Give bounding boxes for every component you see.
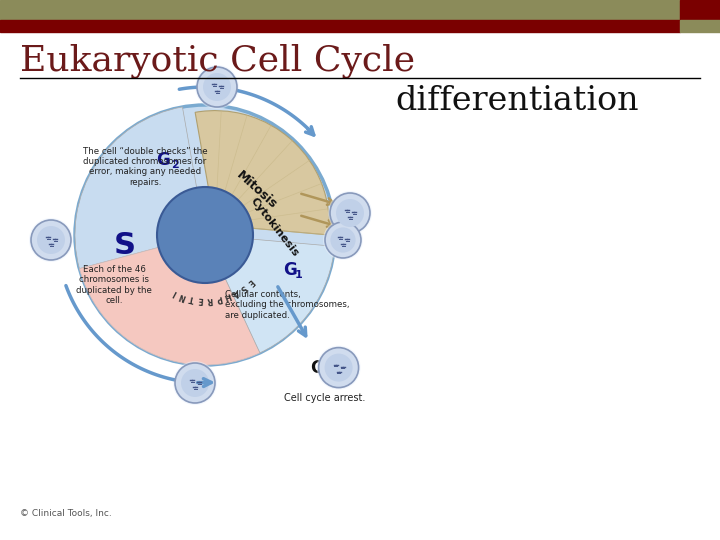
Circle shape: [29, 218, 73, 262]
Circle shape: [317, 346, 361, 389]
Text: differentiation: differentiation: [395, 85, 639, 117]
Text: 2: 2: [171, 160, 179, 170]
Circle shape: [75, 105, 335, 365]
Text: N: N: [179, 291, 187, 301]
Circle shape: [319, 348, 359, 388]
Text: H: H: [222, 291, 232, 301]
Text: A: A: [230, 287, 240, 298]
Text: E: E: [197, 295, 204, 305]
Circle shape: [323, 220, 363, 260]
Circle shape: [330, 193, 370, 233]
Circle shape: [173, 361, 217, 405]
Text: Each of the 46
chromosomes is
duplicated by the
cell.: Each of the 46 chromosomes is duplicated…: [76, 265, 152, 305]
Bar: [0, 0, 680, 22]
Wedge shape: [205, 235, 335, 353]
Circle shape: [336, 199, 364, 227]
Bar: [0, 20, 680, 32]
Text: Cellular contents,
excluding the chromosomes,
are duplicated.: Cellular contents, excluding the chromos…: [225, 290, 349, 320]
Text: G: G: [156, 151, 170, 168]
Text: S: S: [238, 282, 248, 293]
Text: G: G: [283, 261, 297, 279]
Circle shape: [175, 363, 215, 403]
Bar: [680, 0, 720, 22]
Text: P: P: [215, 293, 222, 303]
Text: 0: 0: [325, 368, 333, 377]
Circle shape: [330, 227, 356, 253]
Text: 1: 1: [294, 270, 302, 280]
Circle shape: [203, 73, 231, 101]
Wedge shape: [195, 111, 329, 235]
Circle shape: [325, 354, 353, 382]
Text: Cytokinesis: Cytokinesis: [249, 195, 301, 258]
Text: S: S: [114, 231, 135, 260]
Circle shape: [197, 67, 237, 107]
Text: The cell “double checks” the
duplicated chromosomes for
error, making any needed: The cell “double checks” the duplicated …: [83, 146, 207, 187]
Text: E: E: [245, 276, 255, 287]
Circle shape: [31, 220, 71, 260]
Text: G: G: [310, 359, 323, 376]
Text: Cell cycle arrest.: Cell cycle arrest.: [284, 393, 365, 403]
Circle shape: [195, 65, 239, 109]
Circle shape: [37, 226, 65, 254]
Bar: [680, 20, 720, 32]
Wedge shape: [79, 235, 260, 365]
Text: Mitosis: Mitosis: [234, 168, 280, 212]
Circle shape: [325, 222, 361, 258]
Circle shape: [328, 191, 372, 235]
Circle shape: [181, 369, 209, 397]
Text: © Clinical Tools, Inc.: © Clinical Tools, Inc.: [20, 509, 112, 518]
Circle shape: [157, 187, 253, 283]
Text: Eukaryotic Cell Cycle: Eukaryotic Cell Cycle: [20, 44, 415, 78]
Wedge shape: [75, 107, 205, 268]
Text: T: T: [188, 293, 195, 303]
Text: I: I: [171, 288, 178, 297]
Text: R: R: [206, 295, 213, 305]
